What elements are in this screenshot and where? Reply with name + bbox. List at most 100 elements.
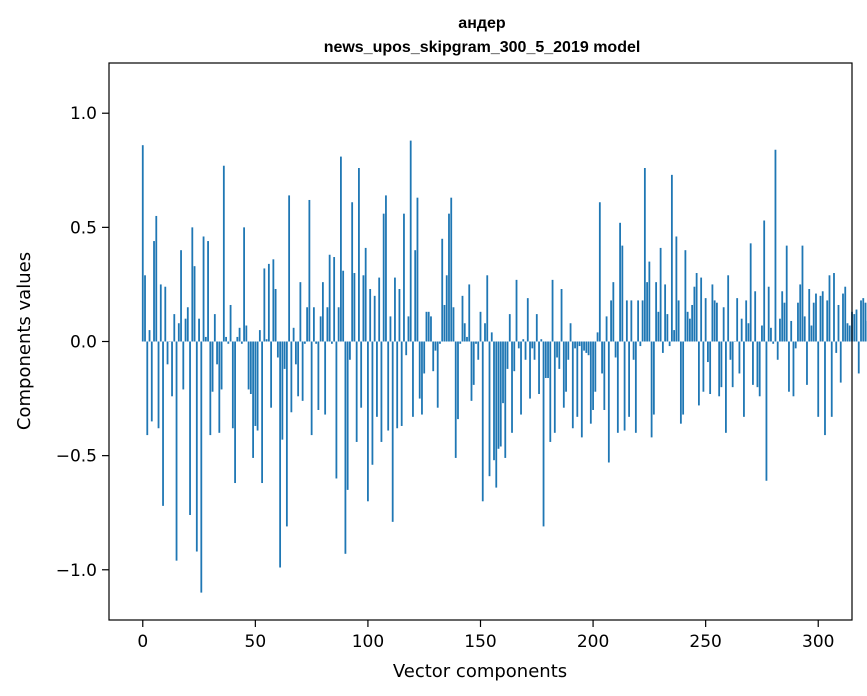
bar-40 — [231, 341, 234, 429]
bar-179 — [544, 341, 547, 379]
bar-93 — [351, 202, 354, 342]
bar-172 — [529, 341, 531, 399]
bar-24 — [195, 341, 198, 552]
bar-298 — [812, 302, 815, 342]
bar-286 — [785, 245, 788, 342]
bar-209 — [612, 282, 615, 342]
bar-166 — [515, 279, 518, 342]
bar-260 — [727, 275, 730, 342]
bar-105 — [378, 277, 381, 342]
bar-68 — [294, 341, 297, 365]
bar-83 — [328, 254, 331, 342]
bar-258 — [722, 307, 725, 342]
bar-73 — [306, 307, 309, 342]
bar-135 — [445, 275, 448, 342]
bar-138 — [452, 307, 455, 342]
bar-290 — [794, 341, 797, 349]
bar-270 — [749, 243, 752, 342]
bar-55 — [265, 339, 268, 342]
bar-121 — [414, 250, 417, 342]
bar-243 — [688, 318, 691, 342]
bar-304 — [826, 300, 829, 342]
bar-80 — [321, 282, 324, 342]
bar-191 — [571, 341, 574, 429]
bar-127 — [427, 311, 430, 342]
bar-66 — [290, 341, 293, 413]
bar-115 — [400, 341, 403, 426]
bar-288 — [790, 320, 793, 342]
bar-147 — [472, 341, 475, 385]
bar-214 — [623, 341, 626, 431]
bar-202 — [596, 332, 599, 342]
bar-259 — [725, 341, 727, 433]
bar-65 — [288, 195, 291, 342]
bar-310 — [839, 341, 842, 383]
bar-102 — [371, 341, 374, 465]
bar-210 — [614, 341, 617, 358]
bar-47 — [247, 341, 250, 390]
bar-174 — [533, 341, 536, 360]
bar-252 — [709, 341, 712, 394]
bar-98 — [362, 275, 365, 342]
bar-113 — [396, 341, 399, 429]
y-tick-label: −1.0 — [56, 561, 97, 581]
bar-201 — [594, 341, 597, 392]
bar-86 — [335, 341, 338, 479]
bar-95 — [355, 341, 358, 442]
bar-277 — [765, 341, 768, 481]
bar-306 — [830, 341, 833, 417]
bar-41 — [234, 341, 236, 484]
bar-285 — [783, 302, 786, 342]
bar-203 — [598, 202, 601, 342]
bar-220 — [637, 300, 640, 342]
y-tick-label: 0.0 — [70, 333, 97, 353]
bar-294 — [803, 316, 806, 342]
bar-124 — [421, 341, 423, 415]
bar-126 — [425, 311, 428, 342]
bar-217 — [630, 300, 633, 342]
bar-119 — [409, 140, 412, 342]
bar-223 — [643, 168, 646, 342]
bar-307 — [833, 273, 835, 342]
bar-85 — [333, 257, 336, 342]
bar-106 — [380, 341, 383, 442]
bar-57 — [270, 341, 273, 408]
bar-200 — [592, 341, 594, 410]
bar-77 — [315, 341, 318, 344]
bar-308 — [835, 341, 838, 353]
bar-78 — [317, 341, 320, 410]
bar-235 — [670, 174, 673, 342]
bar-152 — [484, 323, 486, 342]
x-tick-label: 150 — [464, 632, 496, 652]
bar-207 — [607, 341, 610, 463]
bar-54 — [263, 268, 266, 342]
bar-92 — [349, 341, 351, 360]
bar-35 — [220, 341, 223, 390]
y-tick-label: −0.5 — [56, 447, 97, 467]
bar-161 — [504, 341, 507, 458]
bar-110 — [389, 316, 392, 342]
bar-181 — [549, 341, 552, 442]
bar-114 — [398, 289, 401, 342]
y-axis-label: Components values — [14, 252, 35, 430]
bar-301 — [819, 295, 822, 342]
bar-195 — [580, 341, 583, 438]
bar-311 — [842, 293, 844, 342]
bar-87 — [337, 307, 340, 342]
bar-20 — [186, 307, 189, 342]
bar-193 — [576, 341, 579, 417]
bar-240 — [682, 341, 685, 415]
bar-36 — [222, 165, 225, 342]
x-tick-label: 50 — [245, 632, 267, 652]
bar-50 — [254, 341, 257, 426]
bar-156 — [493, 341, 495, 461]
bar-205 — [603, 341, 606, 410]
bar-116 — [403, 213, 405, 342]
bar-189 — [567, 341, 570, 360]
bar-275 — [761, 325, 763, 342]
bar-45 — [243, 227, 245, 342]
bar-118 — [407, 316, 410, 342]
bar-26 — [200, 341, 203, 593]
bar-279 — [770, 327, 772, 342]
bar-184 — [556, 341, 558, 358]
